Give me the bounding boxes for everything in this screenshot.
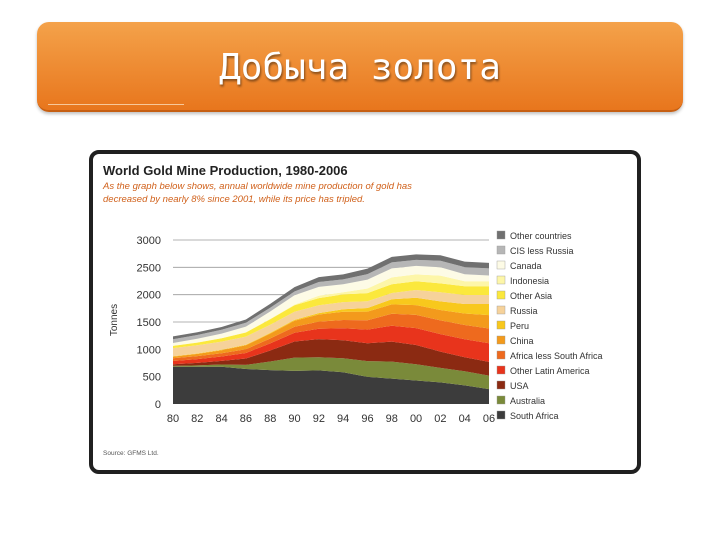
legend-label-canada: Canada [510, 261, 542, 271]
x-tick-label-1984: 84 [215, 413, 227, 425]
x-tick-label-2006: 06 [483, 413, 495, 425]
chart-heading: World Gold Mine Production, 1980-2006 [103, 163, 348, 178]
area-peru [173, 297, 489, 357]
legend-label-south-africa: South Africa [510, 411, 559, 421]
area-cis-less-russia [173, 259, 489, 343]
legend-swatch-africa-less-south-africa [496, 350, 506, 360]
area-china [173, 304, 489, 359]
chart-caption-line-1: As the graph below shows, annual worldwi… [102, 181, 412, 192]
y-tick-label-2500: 2500 [137, 262, 161, 274]
x-tick-label-1996: 96 [361, 413, 373, 425]
slide-title: Добыча золота [219, 47, 501, 88]
y-tick-label-3000: 3000 [137, 235, 161, 247]
legend-swatch-usa [496, 380, 506, 390]
title-underline [48, 104, 184, 105]
x-tick-label-1980: 80 [167, 413, 179, 425]
y-tick-label-0: 0 [155, 399, 161, 411]
chart-source: Source: GFMS Ltd. [103, 450, 159, 457]
gold-production-chart: World Gold Mine Production, 1980-2006 As… [102, 163, 603, 457]
legend-label-australia: Australia [510, 396, 545, 406]
legend-swatch-peru [496, 320, 506, 330]
y-tick-label-1500: 1500 [137, 317, 161, 329]
legend-swatch-other-countries [496, 230, 506, 240]
x-tick-label-1992: 92 [313, 413, 325, 425]
x-tick-label-2002: 02 [434, 413, 446, 425]
area-south-africa [173, 366, 489, 404]
x-tick-label-1986: 86 [240, 413, 252, 425]
legend-swatch-cis-less-russia [496, 245, 506, 255]
area-canada [173, 265, 489, 346]
y-tick-label-500: 500 [143, 372, 161, 384]
legend-swatch-china [496, 335, 506, 345]
y-axis-label: Tonnes [109, 304, 120, 336]
y-tick-label-1000: 1000 [137, 344, 161, 356]
x-tick-label-2004: 04 [459, 413, 471, 425]
x-tick-label-1982: 82 [191, 413, 203, 425]
legend-label-other-countries: Other countries [510, 231, 572, 241]
x-tick-label-2000: 00 [410, 413, 422, 425]
area-other-countries [173, 254, 489, 340]
legend-label-other-latin-america: Other Latin America [510, 366, 590, 376]
area-other-latin-america [173, 325, 489, 365]
legend-swatch-other-latin-america [496, 365, 506, 375]
legend-label-china: China [510, 336, 534, 346]
x-tick-label-1998: 98 [386, 413, 398, 425]
area-other-asia [173, 281, 489, 349]
area-russia [173, 290, 489, 357]
x-tick-label-1988: 88 [264, 413, 276, 425]
area-usa [173, 339, 489, 376]
x-tick-label-1990: 90 [288, 413, 300, 425]
legend-swatch-indonesia [496, 275, 506, 285]
chart-figure: World Gold Mine Production, 1980-2006 As… [89, 150, 641, 474]
area-australia [173, 357, 489, 390]
legend-swatch-other-asia [496, 290, 506, 300]
legend-label-cis-less-russia: CIS less Russia [510, 246, 574, 256]
chart-caption-line-2: decreased by nearly 8% since 2001, while… [103, 194, 365, 205]
area-indonesia [173, 274, 489, 346]
legend-swatch-canada [496, 260, 506, 270]
x-tick-label-1994: 94 [337, 413, 349, 425]
legend-label-africa-less-south-africa: Africa less South Africa [510, 351, 603, 361]
legend-label-indonesia: Indonesia [510, 276, 549, 286]
area-africa-less-south-africa [173, 313, 489, 361]
legend-swatch-australia [496, 395, 506, 405]
y-tick-label-2000: 2000 [137, 290, 161, 302]
legend-label-other-asia: Other Asia [510, 291, 552, 301]
legend-label-peru: Peru [510, 321, 529, 331]
legend-swatch-russia [496, 305, 506, 315]
title-bar [37, 22, 683, 112]
legend-swatch-south-africa [496, 410, 506, 420]
legend-label-russia: Russia [510, 306, 538, 316]
legend-label-usa: USA [510, 381, 529, 391]
